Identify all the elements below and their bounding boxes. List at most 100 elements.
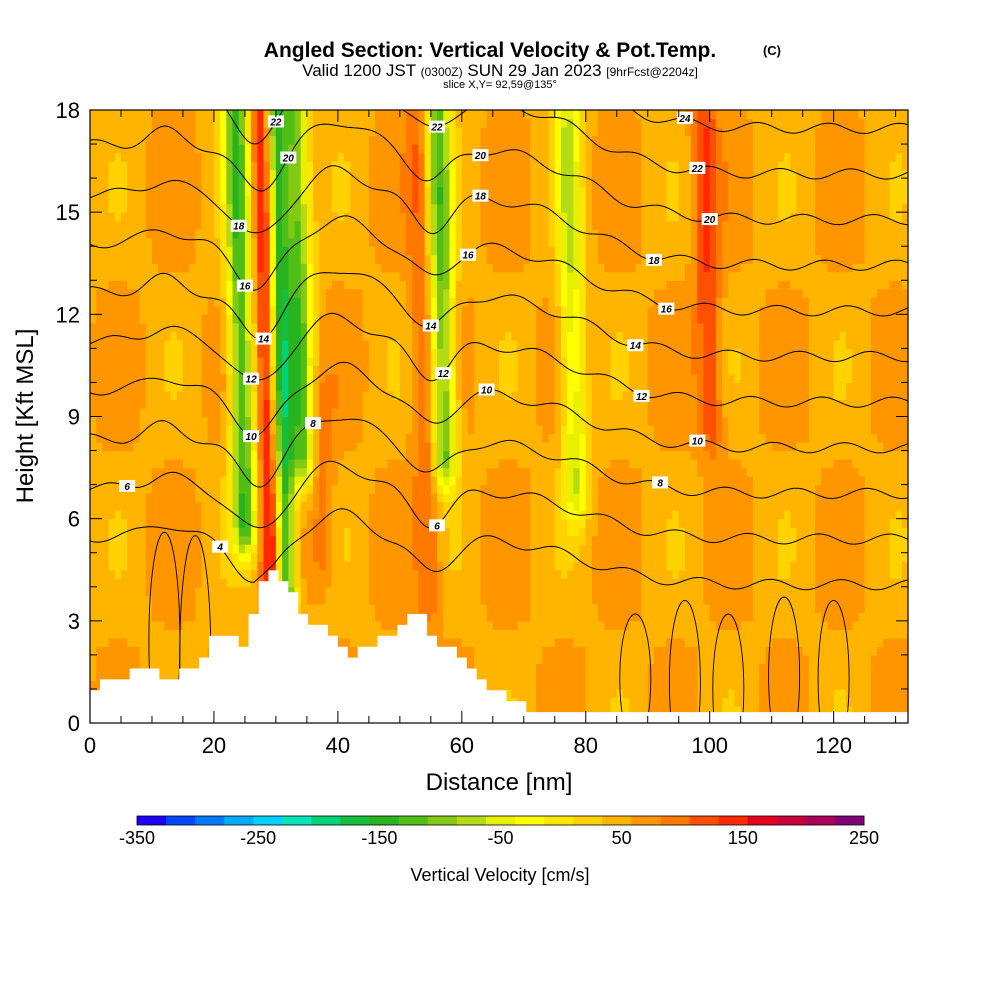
velocity-cell: [424, 612, 432, 622]
velocity-cell: [350, 382, 358, 392]
velocity-cell: [226, 425, 234, 435]
velocity-cell: [114, 416, 122, 426]
velocity-cell: [96, 271, 103, 281]
velocity-cell: [102, 127, 110, 137]
velocity-cell: [492, 467, 500, 477]
velocity-cell: [158, 305, 165, 315]
velocity-cell: [207, 229, 215, 239]
velocity-cell: [182, 144, 190, 154]
velocity-cell: [306, 612, 314, 622]
velocity-cell: [480, 348, 488, 358]
velocity-cell: [387, 229, 395, 239]
velocity-cell: [449, 186, 457, 196]
velocity-cell: [170, 212, 178, 222]
velocity-cell: [251, 476, 258, 486]
velocity-cell: [275, 322, 283, 332]
velocity-cell: [387, 135, 395, 145]
velocity-cell: [90, 254, 97, 264]
velocity-cell: [468, 169, 475, 179]
velocity-cell: [139, 280, 147, 290]
velocity-cell: [486, 518, 494, 528]
velocity-cell: [492, 263, 500, 273]
velocity-cell: [443, 476, 451, 486]
velocity-cell: [399, 407, 407, 418]
velocity-cell: [381, 586, 389, 596]
velocity-cell: [114, 654, 122, 664]
velocity-cell: [257, 450, 265, 460]
velocity-cell: [275, 246, 283, 256]
velocity-cell: [486, 152, 494, 162]
velocity-cell: [102, 450, 110, 460]
velocity-cell: [139, 569, 147, 579]
velocity-cell: [288, 416, 296, 426]
velocity-cell: [151, 569, 159, 579]
velocity-cell: [381, 237, 389, 247]
velocity-cell: [139, 288, 147, 298]
velocity-cell: [108, 118, 116, 128]
velocity-cell: [418, 450, 426, 460]
velocity-cell: [492, 169, 500, 179]
velocity-cell: [151, 288, 159, 298]
velocity-cell: [189, 169, 196, 179]
velocity-cell: [102, 152, 110, 162]
velocity-cell: [461, 288, 469, 298]
velocity-cell: [251, 305, 258, 315]
velocity-cell: [120, 646, 128, 656]
velocity-cell: [393, 373, 401, 384]
velocity-cell: [499, 603, 506, 613]
velocity-cell: [257, 169, 265, 179]
velocity-cell: [474, 416, 482, 426]
velocity-cell: [381, 552, 389, 562]
velocity-cell: [492, 425, 500, 435]
velocity-cell: [213, 237, 221, 247]
velocity-cell: [288, 348, 296, 358]
velocity-cell: [455, 110, 463, 120]
velocity-cell: [244, 603, 252, 613]
velocity-cell: [344, 637, 351, 647]
velocity-cell: [282, 254, 289, 264]
velocity-cell: [480, 288, 488, 298]
velocity-cell: [220, 254, 227, 264]
velocity-cell: [145, 254, 153, 264]
velocity-cell: [499, 620, 506, 630]
velocity-cell: [158, 373, 165, 384]
velocity-cell: [449, 169, 457, 179]
velocity-cell: [474, 365, 482, 375]
velocity-cell: [344, 212, 351, 222]
velocity-cell: [499, 629, 506, 639]
velocity-cell: [505, 373, 512, 384]
velocity-cell: [288, 442, 296, 452]
velocity-cell: [406, 161, 413, 171]
velocity-cell: [226, 169, 234, 179]
velocity-cell: [368, 237, 376, 247]
velocity-cell: [232, 254, 240, 264]
velocity-cell: [114, 297, 122, 307]
velocity-cell: [251, 399, 258, 409]
velocity-cell: [232, 297, 240, 307]
velocity-cell: [288, 127, 296, 137]
velocity-cell: [120, 578, 128, 588]
velocity-cell: [350, 501, 358, 511]
velocity-cell: [257, 561, 265, 571]
velocity-cell: [375, 348, 382, 358]
velocity-cell: [443, 450, 451, 460]
velocity-cell: [480, 220, 488, 230]
velocity-cell: [437, 288, 444, 298]
velocity-cell: [182, 263, 190, 273]
velocity-cell: [213, 135, 221, 145]
velocity-cell: [499, 510, 506, 520]
velocity-cell: [164, 552, 172, 562]
velocity-cell: [393, 127, 401, 137]
velocity-cell: [176, 527, 184, 537]
velocity-cell: [251, 603, 258, 613]
velocity-cell: [114, 254, 122, 264]
velocity-cell: [300, 161, 308, 171]
velocity-cell: [424, 433, 432, 443]
velocity-cell: [195, 220, 203, 230]
velocity-cell: [288, 373, 296, 384]
velocity-cell: [300, 407, 308, 418]
velocity-cell: [412, 135, 420, 145]
velocity-cell: [96, 178, 103, 188]
velocity-cell: [201, 416, 209, 426]
velocity-cell: [182, 510, 190, 520]
